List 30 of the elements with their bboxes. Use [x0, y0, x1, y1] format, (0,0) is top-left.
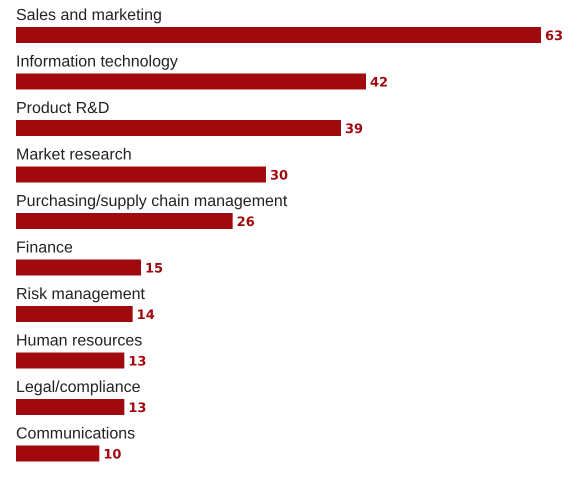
data-label: 30: [270, 168, 288, 184]
data-label: 13: [128, 354, 146, 370]
data-label: 13: [128, 401, 146, 416]
bar: [16, 306, 133, 322]
bar: [16, 260, 141, 276]
bar: [16, 74, 366, 90]
data-label: 42: [370, 76, 388, 90]
y-tick-label: Communications: [16, 426, 136, 442]
data-label: 26: [236, 215, 255, 230]
bar: [16, 399, 124, 415]
y-tick-label: Market research: [16, 146, 132, 164]
y-tick-label: Information technology: [16, 54, 178, 70]
bar: [16, 27, 541, 43]
data-label: 63: [545, 29, 564, 44]
y-tick-label: Sales and marketing: [16, 7, 162, 24]
data-label: 14: [136, 308, 155, 323]
bar: [16, 213, 233, 229]
y-tick-label: Finance: [16, 240, 74, 256]
y-tick-label: Human resources: [16, 332, 142, 350]
y-tick-label: Legal/compliance: [16, 379, 141, 396]
y-tick-label: Product R&D: [16, 100, 110, 117]
bar: [16, 446, 100, 462]
data-label: 10: [103, 448, 122, 462]
bar: [16, 166, 266, 182]
bar: [16, 352, 124, 368]
y-tick-label: Risk management: [16, 286, 146, 303]
y-tick-label: Purchasing/supply chain management: [16, 193, 288, 210]
bar: [16, 120, 341, 136]
data-label: 15: [145, 262, 164, 276]
data-label: 39: [345, 122, 364, 137]
